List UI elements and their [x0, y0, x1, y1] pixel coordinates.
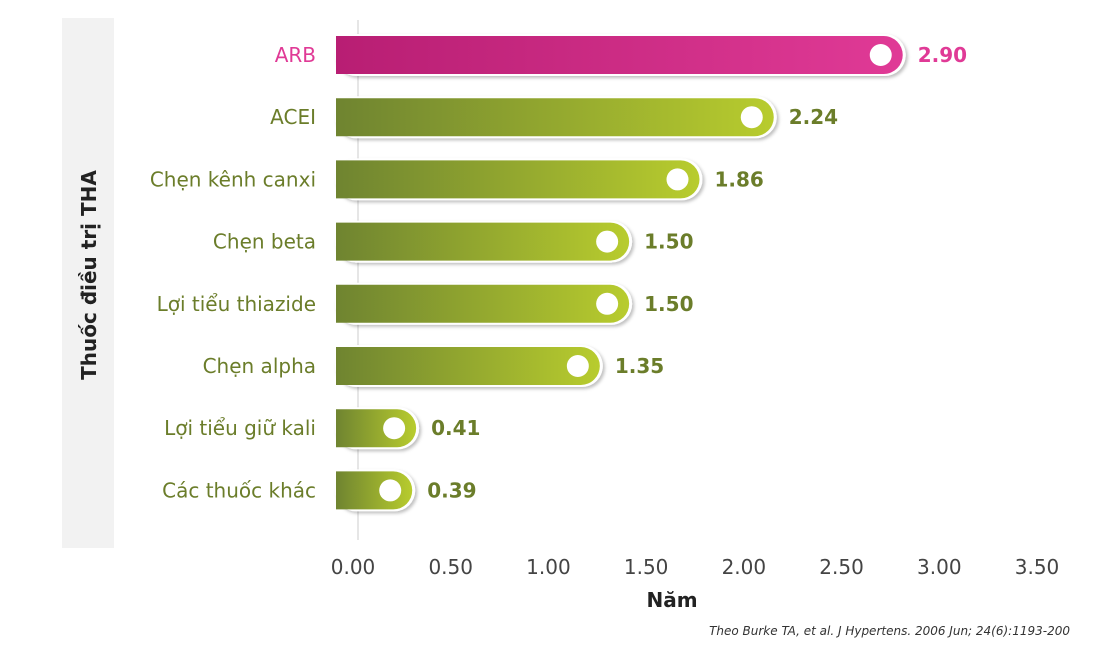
- x-axis-title: Năm: [646, 588, 697, 612]
- x-tick-label: 1.00: [526, 555, 571, 579]
- category-label: Lợi tiểu giữ kali: [164, 416, 316, 440]
- bar-group: Các thuốc khác 0.39: [162, 469, 477, 512]
- bar-group: Chẹn alpha 1.35: [203, 345, 664, 387]
- x-tick-label: 1.50: [624, 555, 669, 579]
- value-label: 2.90: [918, 43, 967, 67]
- bar-group: Lợi tiểu thiazide 1.50: [157, 282, 694, 325]
- category-label: ACEI: [270, 105, 316, 129]
- value-label: 1.35: [615, 354, 664, 378]
- category-label: Lợi tiểu thiazide: [157, 292, 316, 316]
- x-tick-label: 2.50: [819, 555, 864, 579]
- bar-end-dot: [566, 355, 589, 377]
- bar-end-dot: [740, 106, 763, 129]
- bar: [336, 222, 630, 261]
- x-tick-label: 2.00: [722, 555, 767, 579]
- bar-chart: Thuốc điều trị THA ARB 2.90 ACEI 2.24 Chẹn k…: [62, 18, 1060, 612]
- x-tick-label: 3.00: [917, 555, 962, 579]
- x-axis-ticks: 0.00 0.50 1.00 1.50 2.00 2.50 3.00 3.50: [331, 555, 1060, 579]
- bar-end-dot: [869, 44, 892, 66]
- category-label: Các thuốc khác: [162, 478, 316, 502]
- source-citation: Theo Burke TA, et al. J Hypertens. 2006 …: [709, 624, 1070, 638]
- bar: [336, 36, 903, 74]
- category-label: Chẹn kênh canxi: [150, 167, 316, 191]
- value-label: 0.41: [431, 416, 480, 440]
- bar-end-dot: [596, 230, 619, 253]
- value-label: 1.86: [714, 167, 763, 191]
- x-tick-label: 0.00: [331, 555, 376, 579]
- bar: [336, 284, 630, 323]
- x-tick-label: 3.50: [1015, 555, 1060, 579]
- bar-end-dot: [379, 479, 402, 502]
- bar-end-dot: [596, 292, 619, 315]
- x-tick-label: 0.50: [428, 555, 473, 579]
- bar-group: ARB 2.90: [275, 34, 967, 76]
- bar-group: Lợi tiểu giữ kali 0.41: [164, 407, 480, 450]
- bars-layer: ARB 2.90 ACEI 2.24 Chẹn kênh canxi 1.86 Chẹn b…: [150, 34, 967, 512]
- value-label: 1.50: [644, 292, 693, 316]
- bar-group: Chẹn kênh canxi 1.86: [150, 158, 764, 201]
- bar: [336, 347, 600, 385]
- value-label: 2.24: [789, 105, 838, 129]
- bar: [336, 98, 774, 137]
- value-label: 0.39: [427, 478, 476, 502]
- value-label: 1.50: [644, 230, 693, 254]
- category-label: ARB: [275, 43, 316, 67]
- bar: [336, 160, 700, 199]
- category-label: Chẹn alpha: [203, 354, 316, 378]
- bar-end-dot: [383, 417, 406, 440]
- y-axis-title: Thuốc điều trị THA: [77, 170, 101, 380]
- y-axis-title-band: [62, 18, 114, 548]
- bar-end-dot: [666, 168, 689, 191]
- bar-group: Chẹn beta 1.50: [213, 220, 694, 263]
- category-label: Chẹn beta: [213, 230, 316, 254]
- bar-group: ACEI 2.24: [270, 96, 838, 139]
